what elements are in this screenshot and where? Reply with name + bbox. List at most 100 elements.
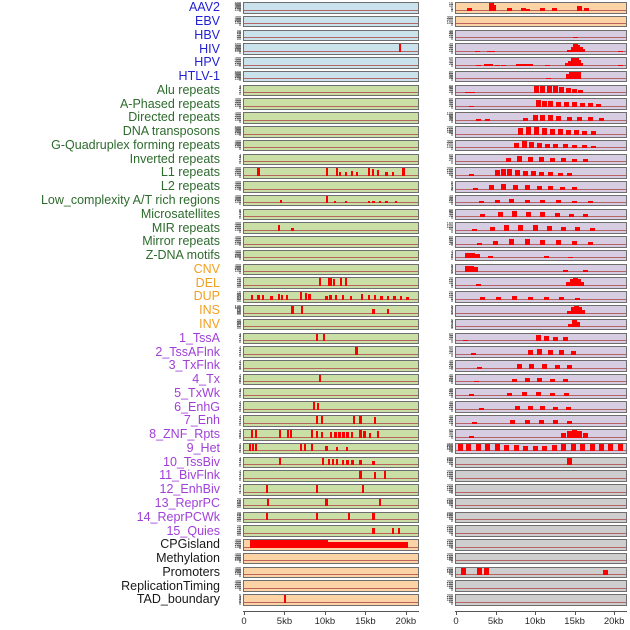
right-y-tick: 80: [448, 207, 453, 213]
right-y-tick: 10: [448, 419, 453, 425]
left-y-tick: 0: [238, 490, 241, 496]
right-y-axis-40: 200 150 100 50 0: [433, 552, 454, 565]
feature-bar: [494, 64, 500, 66]
left-y-tick: 3: [238, 443, 241, 449]
left-y-tick: 200: [234, 541, 242, 547]
left-y-tick: 0: [238, 270, 241, 276]
feature-bar: [289, 429, 293, 438]
right-y-tick: 300: [446, 138, 454, 144]
left-y-tick: 0: [238, 77, 241, 83]
track-label-2-tssaflnk: 2_TssAFlnk: [155, 344, 220, 359]
right-y-tick: 3: [450, 306, 453, 312]
left-y-tick: 200: [234, 197, 242, 203]
right-y-tick: 60: [448, 99, 453, 105]
right-y-tick: 200: [446, 483, 454, 489]
right-y-tick: 100: [446, 569, 454, 575]
left-y-tick: 25: [236, 309, 241, 315]
track-label-mirror-repeats: Mirror repeats: [142, 234, 220, 249]
feature-bar: [335, 459, 339, 466]
feature-bar: [473, 266, 479, 273]
right-track-40: [455, 552, 627, 565]
feature-bar: [265, 513, 268, 521]
left-y-tick: 400: [234, 138, 242, 144]
left-y-tick: 3: [238, 388, 241, 394]
right-y-tick: 50: [448, 543, 453, 549]
feature-bar: [468, 105, 474, 107]
feature-bar: [470, 91, 476, 94]
left-y-tick: 0: [238, 132, 241, 138]
right-y-tick: 150: [446, 539, 454, 545]
right-track-12: [455, 167, 627, 179]
track-label-hiv: HIV: [199, 41, 220, 56]
left-y-tick: 15: [236, 30, 241, 36]
right-y-tick: 20: [448, 157, 453, 163]
right-track-2: [455, 29, 627, 42]
left-y-tick: 1: [238, 392, 241, 398]
feature-bar: [583, 214, 589, 218]
feature-bar: [355, 347, 358, 355]
left-y-tick: 50: [236, 308, 241, 314]
right-y-axis-8: 100 80 60 40 20 0: [433, 111, 454, 124]
feature-bar: [617, 64, 623, 66]
right-y-tick: 60: [448, 209, 453, 215]
left-track-4: [243, 57, 419, 69]
right-y-axis-24: 60 40 20 0: [433, 332, 453, 345]
track-baseline: [456, 78, 626, 80]
feature-bar: [556, 200, 562, 204]
feature-bar: [485, 118, 491, 121]
feature-bar: [494, 199, 500, 204]
feature-bar: [572, 200, 578, 204]
feature-bar: [562, 379, 568, 383]
feature-bar: [465, 253, 471, 259]
left-y-tick: 0: [238, 600, 241, 606]
feature-bar: [572, 144, 578, 149]
right-y-axis-43: 200 150 100 50 0: [433, 594, 454, 606]
x-tick-mark: [284, 611, 286, 615]
left-track-29: [243, 401, 419, 413]
feature-bar: [329, 295, 332, 300]
feature-bar: [562, 144, 568, 149]
left-y-tick: 100: [234, 6, 242, 12]
left-y-tick: 3: [238, 402, 241, 408]
right-y-tick: 0: [450, 270, 453, 276]
left-y-axis-22: 125 100 75 50 25 00: [221, 304, 242, 317]
track-baseline: [244, 50, 418, 52]
right-y-tick: 40: [448, 430, 453, 436]
left-y-tick: 100: [234, 305, 242, 311]
feature-bar: [265, 484, 268, 493]
left-y-tick: 0: [238, 586, 241, 592]
right-y-tick: 5: [450, 262, 453, 268]
feature-bar: [261, 295, 264, 300]
left-y-tick: 400: [234, 235, 242, 241]
feature-bar: [540, 85, 546, 94]
left-y-tick: 0: [238, 338, 241, 344]
right-y-axis-1: 300 200 100 0: [433, 15, 454, 28]
right-y-axis-33: 200 150 100 50 0: [433, 456, 454, 469]
right-y-axis-26: 40 30 20 10 0: [433, 359, 453, 372]
feature-bar: [466, 443, 472, 452]
track-baseline: [244, 188, 418, 190]
left-y-tick: 2: [238, 417, 241, 423]
track-baseline: [244, 367, 418, 369]
feature-bar: [374, 416, 377, 424]
left-y-tick: 0: [238, 256, 241, 262]
feature-bar: [318, 278, 322, 287]
left-track-37: [243, 511, 419, 524]
feature-bar: [548, 172, 554, 176]
feature-bar: [344, 201, 348, 204]
right-track-26: [455, 360, 627, 372]
right-track-1: [455, 15, 627, 28]
feature-bar: [489, 185, 495, 190]
right-y-tick: 200: [446, 141, 454, 147]
left-y-tick: 400: [234, 2, 242, 8]
right-track-24: [455, 332, 627, 345]
feature-bar: [461, 567, 467, 576]
right-y-tick: 40: [448, 154, 453, 160]
feature-bar: [572, 187, 578, 190]
left-y-tick: 100: [234, 199, 242, 205]
left-y-tick: 05: [236, 281, 241, 287]
